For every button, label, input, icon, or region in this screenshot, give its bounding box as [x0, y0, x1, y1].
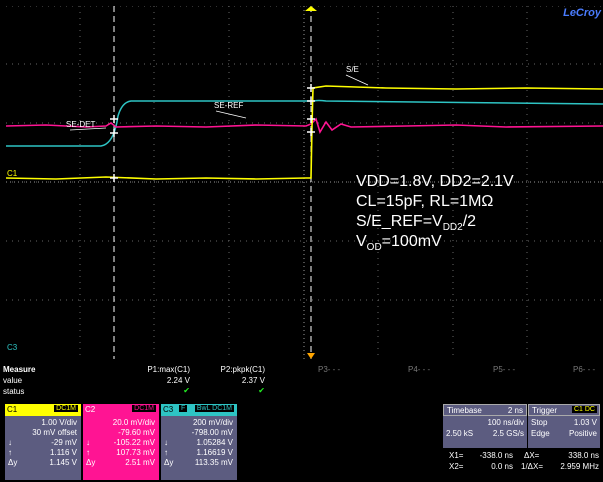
channel-box-c3[interactable]: C3 F BwL DC1M 200 mV/div -798.00 mV ↓ 1.…	[161, 404, 237, 480]
param-p1-status: ✔	[183, 386, 190, 395]
measure-row-label-value: value	[3, 376, 23, 385]
trigger-position-marker	[307, 353, 315, 359]
c3-sym-down: ↓	[164, 438, 168, 447]
c1-cursor1: -29 mV	[51, 438, 77, 447]
c2-cursor1: -105.22 mV	[113, 438, 155, 447]
param-p2-status: ✔	[258, 386, 265, 395]
param-p3-slot[interactable]: P3- - -	[318, 365, 341, 374]
channel-c1-badge: DC1M	[54, 405, 78, 412]
timebase-row1-right: 100 ns/div	[487, 418, 524, 427]
c3-cursor2: 1.16619 V	[196, 448, 233, 457]
c1-sym-up: ↑	[8, 448, 12, 457]
channel-c3-badge: BwL DC1M	[194, 405, 234, 412]
trace-c1	[6, 85, 603, 180]
param-p6-slot[interactable]: P6- - -	[573, 365, 596, 374]
c1-offset: 30 mV offset	[32, 428, 77, 437]
trigger-label: Trigger	[532, 406, 558, 415]
trigger-row1-right: 1.03 V	[573, 418, 597, 427]
trigger-row2-left: Edge	[531, 429, 550, 438]
channel-marker-c1: C1	[7, 169, 18, 178]
param-p1-name[interactable]: P1:max(C1)	[147, 365, 190, 374]
c1-cursor2: 1.116 V	[50, 448, 77, 457]
trace-c2	[6, 117, 603, 134]
channel-c3-id: C3	[163, 405, 174, 414]
c2-delta: 2.51 mV	[125, 458, 155, 467]
channel-c3-filter-badge: F	[179, 405, 188, 412]
channel-c1-id: C1	[7, 405, 18, 414]
measure-panel[interactable]: Measure value status P1:max(C1) 2.24 V ✔…	[0, 363, 603, 403]
c3-sym-dy: Δy	[164, 458, 174, 467]
c3-offset: -798.00 mV	[191, 428, 233, 437]
measure-title: Measure	[3, 365, 36, 374]
channel-marker-c3: C3	[7, 343, 18, 352]
channel-c2-badge: DC1M	[132, 405, 156, 412]
c2-cursor2: 107.73 mV	[116, 448, 155, 457]
timebase-box[interactable]: Timebase 2 ns 100 ns/div 2.50 kS 2.5 GS/…	[443, 404, 527, 448]
waveform-screen[interactable]: LeCroy S/E SE-REF SE-DET C1 C3 VDD=1.8V,…	[6, 6, 603, 359]
timebase-label: Timebase	[447, 406, 482, 415]
annotation-vdd: VDD=1.8V, DD2=2.1V	[356, 173, 514, 190]
c3-sym-up: ↑	[164, 448, 168, 457]
c1-sym-down: ↓	[8, 438, 12, 447]
bottom-panels: C1 DC1M 1.00 V/div 30 mV offset ↓ -29 mV…	[0, 404, 603, 482]
timebase-value: 2 ns	[507, 406, 523, 415]
param-p1-value: 2.24 V	[166, 376, 190, 385]
trace-label-se: S/E	[346, 65, 359, 74]
c2-offset: -79.60 mV	[118, 428, 155, 437]
channel-box-c1[interactable]: C1 DC1M 1.00 V/div 30 mV offset ↓ -29 mV…	[5, 404, 81, 480]
param-p5-slot[interactable]: P5- - -	[493, 365, 516, 374]
waveform-grid	[6, 6, 603, 359]
c1-sym-dy: Δy	[8, 458, 18, 467]
c2-vdiv: 20.0 mV/div	[112, 418, 155, 427]
annotation-se-ref: S/E_REF=VDD2/2	[356, 213, 477, 234]
trace-label-se-ref: SE-REF	[214, 101, 244, 110]
timebase-row2-right: 2.5 GS/s	[492, 429, 524, 438]
trigger-time-marker	[305, 6, 317, 11]
param-p2-value: 2.37 V	[241, 376, 265, 385]
c2-sym-dy: Δy	[86, 458, 96, 467]
trigger-row2-right: Positive	[568, 429, 597, 438]
c3-delta: 113.35 mV	[194, 458, 233, 467]
annotation-cl: CL=15pF, RL=1MΩ	[356, 193, 494, 210]
c2-sym-up: ↑	[86, 448, 90, 457]
trigger-row1-left: Stop	[531, 418, 548, 427]
trigger-box[interactable]: Trigger C1 DC Stop 1.03 V Edge Positive	[528, 404, 600, 448]
c1-delta: 1.145 V	[49, 458, 77, 467]
param-p2-name[interactable]: P2:pkpk(C1)	[220, 365, 265, 374]
annotation-vod: VOD=100mV	[356, 233, 442, 254]
cursor-markers	[110, 84, 315, 182]
measure-row-label-status: status	[3, 387, 25, 396]
channel-c2-id: C2	[85, 405, 96, 414]
c1-vdiv: 1.00 V/div	[41, 418, 77, 427]
trace-c3	[6, 99, 603, 147]
trace-label-se-det: SE-DET	[66, 120, 96, 129]
brand-logo: LeCroy	[563, 7, 601, 19]
c3-cursor1: 1.05284 V	[196, 438, 233, 447]
channel-box-c2[interactable]: C2 DC1M 20.0 mV/div -79.60 mV ↓ -105.22 …	[83, 404, 159, 480]
c3-vdiv: 200 mV/div	[192, 418, 233, 427]
trigger-badge: C1 DC	[571, 406, 597, 413]
timebase-row2-left: 2.50 kS	[446, 429, 474, 438]
param-p4-slot[interactable]: P4- - -	[408, 365, 431, 374]
c2-sym-down: ↓	[86, 438, 90, 447]
